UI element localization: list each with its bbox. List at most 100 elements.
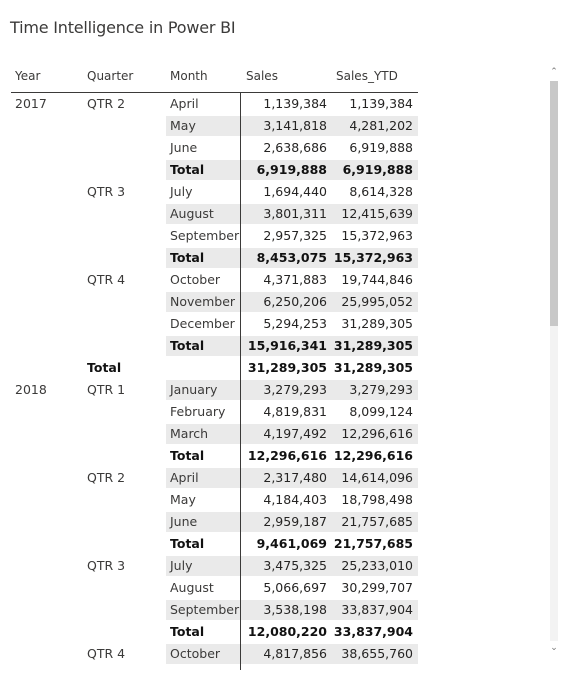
column-header-row: Year Quarter Month Sales Sales_YTD <box>11 64 418 93</box>
sales-cell: 9,461,069 <box>256 536 327 551</box>
month-cell: July <box>170 558 193 573</box>
month-cell: Total <box>170 448 205 463</box>
sales-ytd-cell: 21,757,685 <box>341 514 413 529</box>
sales-ytd-cell: 8,099,124 <box>349 404 413 419</box>
header-quarter[interactable]: Quarter <box>87 69 134 83</box>
month-cell: May <box>170 492 196 507</box>
visual-title: Time Intelligence in Power BI <box>10 18 236 37</box>
subtotal-row[interactable]: Total 9,461,069 21,757,685 <box>11 533 418 555</box>
sales-cell: 1,139,384 <box>263 96 327 111</box>
sales-cell: 5,066,697 <box>263 580 327 595</box>
sales-ytd-cell: 31,289,305 <box>341 316 413 331</box>
header-sales[interactable]: Sales <box>246 69 278 83</box>
header-month[interactable]: Month <box>170 69 208 83</box>
quarter-cell: QTR 4 <box>87 646 126 661</box>
sales-ytd-cell: 31,289,305 <box>333 360 413 375</box>
vertical-scrollbar[interactable]: ⌃ ⌄ <box>549 64 559 654</box>
quarter-cell: QTR 2 <box>87 96 126 111</box>
sales-ytd-cell: 21,757,685 <box>333 536 413 551</box>
table-row[interactable]: QTR 3 July 1,694,440 8,614,328 <box>11 181 418 203</box>
quarter-cell: QTR 4 <box>87 272 126 287</box>
year-cell: 2017 <box>15 96 47 111</box>
sales-ytd-cell: 6,919,888 <box>349 140 413 155</box>
sales-cell: 2,317,480 <box>263 470 327 485</box>
sales-cell: 6,250,206 <box>263 294 327 309</box>
month-cell: January <box>170 382 218 397</box>
table-row[interactable]: November 6,250,206 25,995,052 <box>11 291 418 313</box>
month-cell: July <box>170 184 193 199</box>
sales-cell: 4,371,883 <box>263 272 327 287</box>
month-cell: Total <box>170 338 205 353</box>
table-row[interactable]: June 2,959,187 21,757,685 <box>11 511 418 533</box>
sales-cell: 8,453,075 <box>256 250 327 265</box>
row-band <box>166 336 418 356</box>
sales-ytd-cell: 14,614,096 <box>341 470 413 485</box>
table-row[interactable]: August 3,801,311 12,415,639 <box>11 203 418 225</box>
sales-ytd-cell: 18,798,498 <box>341 492 413 507</box>
row-band <box>166 204 418 224</box>
year-total-row[interactable]: Total 31,289,305 31,289,305 <box>11 357 418 379</box>
sales-cell: 2,959,187 <box>263 514 327 529</box>
row-band <box>166 556 418 576</box>
table-row[interactable]: September 2,957,325 15,372,963 <box>11 225 418 247</box>
scrollbar-track[interactable] <box>550 81 558 641</box>
subtotal-row[interactable]: Total 12,296,616 12,296,616 <box>11 445 418 467</box>
subtotal-row[interactable]: Total 15,916,341 31,289,305 <box>11 335 418 357</box>
row-band <box>166 600 418 620</box>
month-cell: August <box>170 206 214 221</box>
row-band <box>166 644 418 664</box>
scrollbar-thumb[interactable] <box>550 81 558 326</box>
subtotal-row[interactable]: Total 8,453,075 15,372,963 <box>11 247 418 269</box>
table-row[interactable]: March 4,197,492 12,296,616 <box>11 423 418 445</box>
subtotal-row[interactable]: Total 12,080,220 33,837,904 <box>11 621 418 643</box>
sales-cell: 15,916,341 <box>247 338 327 353</box>
row-band <box>166 424 418 444</box>
month-cell: Total <box>170 536 205 551</box>
sales-ytd-cell: 31,289,305 <box>333 338 413 353</box>
sales-ytd-cell: 1,139,384 <box>349 96 413 111</box>
subtotal-row[interactable]: Total 6,919,888 6,919,888 <box>11 159 418 181</box>
year-cell: 2018 <box>15 382 47 397</box>
month-cell: September <box>170 228 240 243</box>
table-row[interactable]: May 4,184,403 18,798,498 <box>11 489 418 511</box>
sales-cell: 4,197,492 <box>263 426 327 441</box>
month-cell: November <box>170 294 236 309</box>
table-row[interactable]: 2017 QTR 2 April 1,139,384 1,139,384 <box>11 93 418 115</box>
sales-cell: 2,638,686 <box>263 140 327 155</box>
table-row[interactable]: May 3,141,818 4,281,202 <box>11 115 418 137</box>
sales-ytd-cell: 3,279,293 <box>349 382 413 397</box>
sales-ytd-cell: 12,296,616 <box>333 448 413 463</box>
sales-cell: 31,289,305 <box>247 360 327 375</box>
month-cell: Total <box>170 162 205 177</box>
sales-ytd-cell: 4,281,202 <box>349 118 413 133</box>
header-year[interactable]: Year <box>15 69 41 83</box>
sales-cell: 4,819,831 <box>263 404 327 419</box>
month-cell: May <box>170 118 196 133</box>
table-row[interactable]: June 2,638,686 6,919,888 <box>11 137 418 159</box>
chevron-down-icon[interactable]: ⌄ <box>550 643 558 653</box>
month-cell: February <box>170 404 226 419</box>
matrix-table: Year Quarter Month Sales Sales_YTD 2017 Q… <box>11 64 418 670</box>
header-sales-ytd[interactable]: Sales_YTD <box>336 69 398 83</box>
chevron-up-icon[interactable]: ⌃ <box>550 67 558 77</box>
sales-ytd-cell: 25,233,010 <box>341 558 413 573</box>
table-row[interactable]: QTR 2 April 2,317,480 14,614,096 <box>11 467 418 489</box>
sales-ytd-cell: 12,415,639 <box>341 206 413 221</box>
table-row[interactable]: August 5,066,697 30,299,707 <box>11 577 418 599</box>
table-row[interactable]: QTR 4 October 4,817,856 38,655,760 <box>11 643 418 665</box>
sales-ytd-cell: 38,655,760 <box>341 646 413 661</box>
sales-ytd-cell: 12,296,616 <box>341 426 413 441</box>
table-row[interactable]: December 5,294,253 31,289,305 <box>11 313 418 335</box>
table-row[interactable]: QTR 4 October 4,371,883 19,744,846 <box>11 269 418 291</box>
sales-cell: 2,957,325 <box>263 228 327 243</box>
table-row[interactable]: February 4,819,831 8,099,124 <box>11 401 418 423</box>
row-band <box>166 116 418 136</box>
sales-cell: 1,694,440 <box>263 184 327 199</box>
table-row[interactable]: September 3,538,198 33,837,904 <box>11 599 418 621</box>
column-divider <box>240 92 241 670</box>
quarter-cell: QTR 2 <box>87 470 126 485</box>
sales-ytd-cell: 8,614,328 <box>349 184 413 199</box>
table-row[interactable]: 2018 QTR 1 January 3,279,293 3,279,293 <box>11 379 418 401</box>
row-band <box>166 380 418 400</box>
table-row[interactable]: QTR 3 July 3,475,325 25,233,010 <box>11 555 418 577</box>
